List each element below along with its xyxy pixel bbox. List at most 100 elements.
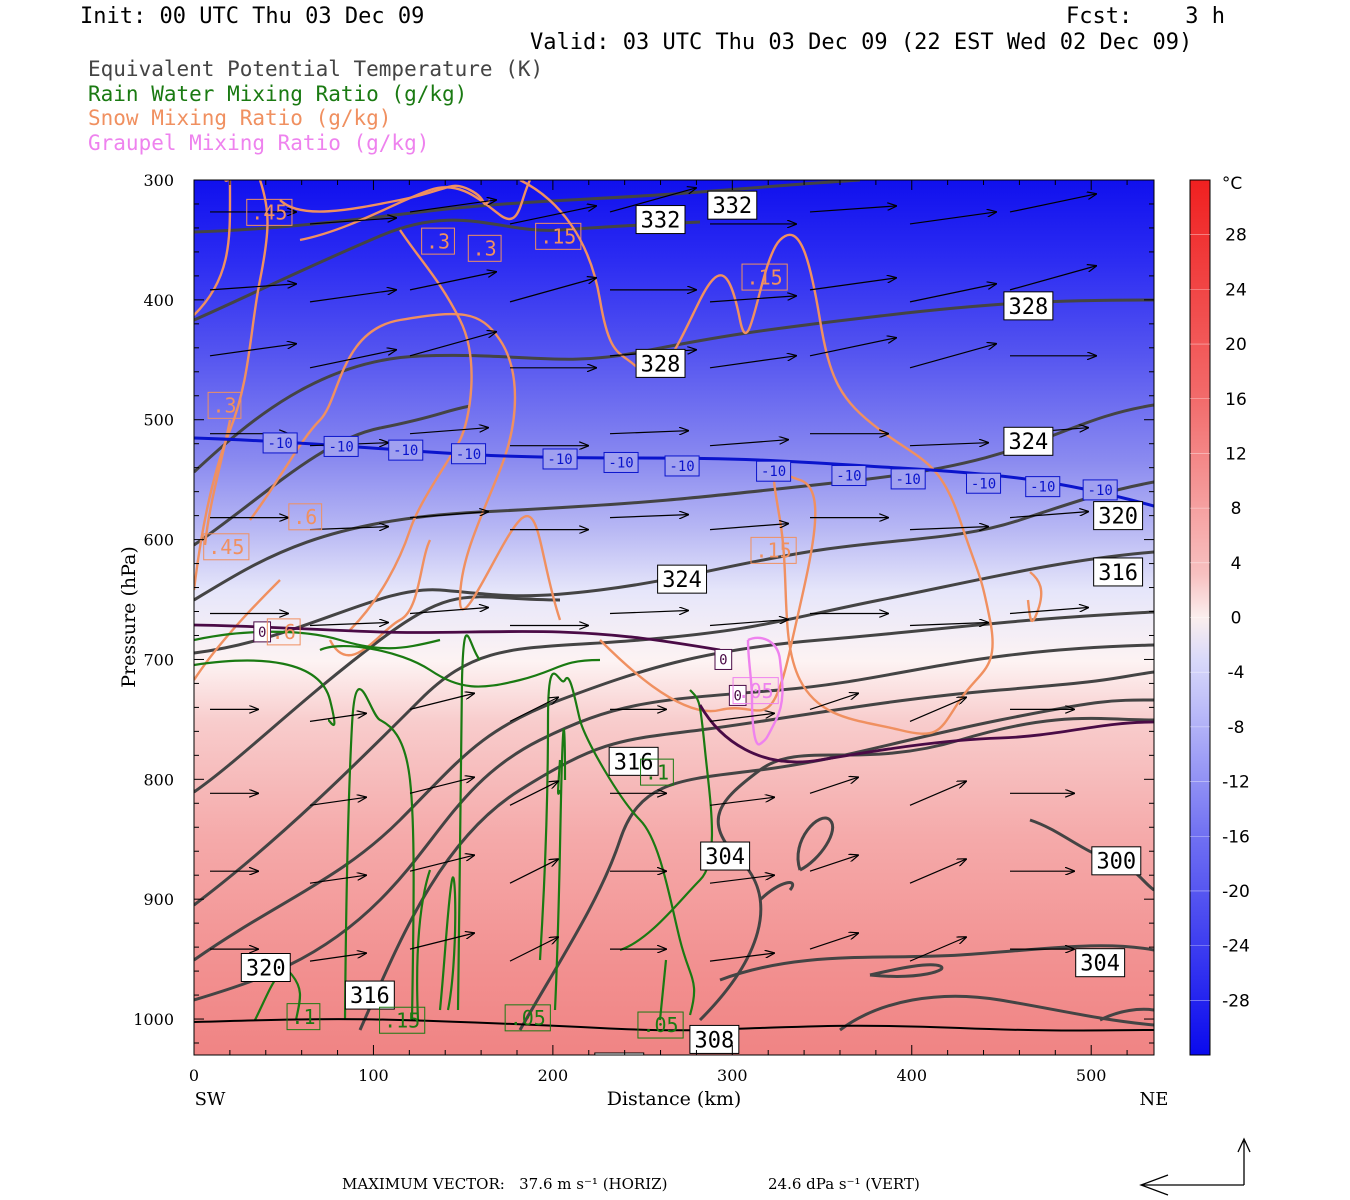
y-tick-label: 800 [143,770,174,789]
theta-e-contour [698,716,1154,1022]
isotherm-label: -10 [456,447,481,463]
snow-contour [203,419,232,546]
rain-contour [658,959,668,1021]
x-tick-label: 500 [1076,1066,1107,1085]
wind-vector [309,797,366,806]
theta-e-contour [194,595,561,794]
wind-vector [509,781,558,806]
y-tick-label: 400 [143,291,174,310]
rain-contour [438,876,457,1011]
rain-contour [416,869,432,1021]
theta-e-label: 320 [1098,505,1138,530]
wind-vector [909,344,996,369]
isotherm-label: -10 [393,443,418,459]
x-tick-label: 300 [717,1066,748,1085]
colorbar-tick-label: 8 [1231,499,1242,519]
theta-e-label: 328 [641,352,681,377]
theta-e-label: 324 [1009,430,1049,455]
snow-contour [519,180,994,735]
colorbar: 28 24 20 16 12 8 4 0 -4 -8 -12 -16 -20 -24 -28 °C [1189,174,1250,1056]
valid-time: Valid: 03 UTC Thu 03 Dec 09 (22 EST Wed … [530,30,1193,55]
rain-contour [194,630,441,650]
isotherm-zero-upper [194,623,721,652]
colorbar-tick-label: 24 [1225,280,1247,300]
isotherm-label: -10 [328,439,353,455]
colorbar-tick-label: -28 [1222,991,1250,1011]
wind-vector [409,933,474,950]
colorbar-tick-label: -20 [1222,882,1250,902]
wind-vector [309,350,396,369]
isotherm-label: -10 [267,436,292,452]
wind-vector [309,713,366,722]
snow-label: .15 [756,539,792,563]
snow-contour [194,579,281,681]
rain-label-box [379,1006,426,1034]
rain-contour [538,672,696,1016]
wind-vector [709,356,796,369]
theta-e-label: 316 [614,750,654,775]
theta-e-label-box [1003,291,1054,321]
legend-graupel: Graupel Mixing Ratio (g/kg) [88,131,430,155]
x-tick-label: 400 [896,1066,927,1085]
wind-vector [709,875,774,884]
wind-vector [709,713,774,722]
isotherm-label-box [1082,479,1118,501]
theta-e-label: 304 [705,845,745,870]
colorbar-tick-label: -24 [1222,937,1250,957]
y-tick-label: 600 [143,531,174,550]
x-tick-label: 100 [358,1066,389,1085]
snow-label: .15 [747,265,783,289]
zero-isotherm-label-box [714,648,733,670]
wind-vector [309,953,366,962]
snow-label: .6 [272,620,296,644]
wind-vector [809,693,858,710]
legend-theta-e: Equivalent Potential Temperature (K) [88,57,544,81]
snow-label-box [203,533,250,561]
wind-vector [309,875,366,884]
theta-e-label: 316 [1098,561,1138,586]
rain-label-box [640,758,674,786]
init-time: Init: 00 UTC Thu 03 Dec 09 [80,4,425,29]
rain-contour [557,759,562,795]
snow-contour [249,312,562,621]
rain-label: .15 [384,1008,420,1032]
legend-snow: Snow Mixing Ratio (g/kg) [88,106,392,130]
theta-e-contour [869,963,944,978]
wind-vector [1009,608,1088,615]
theta-e-contour [194,643,1154,1002]
snow-contour [279,184,491,213]
terrain-line [194,1018,1154,1032]
theta-e-label: 308 [694,1028,734,1053]
colorbar-tick-label: 4 [1231,554,1242,574]
rain-contour [343,688,415,1021]
y-axis-title: Pressure (hPa) [118,546,140,688]
theta-e-contour [194,610,1154,962]
snow-contour [194,180,269,591]
rain-contour [254,969,302,1021]
isotherm-label: -10 [669,459,694,475]
snow-contour [299,180,532,242]
wind-vector [409,428,488,435]
snow-label: .3 [426,229,450,253]
graupel-contours [746,636,784,746]
isotherm-label: -10 [896,472,921,488]
y-tick-label: 500 [143,411,174,430]
isotherm-label-box [451,443,487,465]
theta-e-label-box [1093,501,1144,531]
snow-contour [328,539,432,657]
wind-vector [509,697,558,722]
plot-area: 332 332 328 328 324 324 320 316 316 304 300 304 320 3… [194,180,1154,1055]
isotherm-label: -10 [547,452,572,468]
wind-vector [809,278,896,291]
theta-e-contours [194,180,1154,1032]
wind-vector [609,611,688,614]
wind-vector [309,623,388,626]
colorbar-tick-label: 12 [1225,444,1247,464]
wind-vector [809,777,858,794]
isotherm-label: -10 [1088,483,1113,499]
snow-label: .45 [208,535,244,559]
snow-label: .3 [212,394,236,418]
reference-vector [1139,1137,1251,1196]
wind-vector [909,697,966,722]
wind-vector [209,284,296,291]
